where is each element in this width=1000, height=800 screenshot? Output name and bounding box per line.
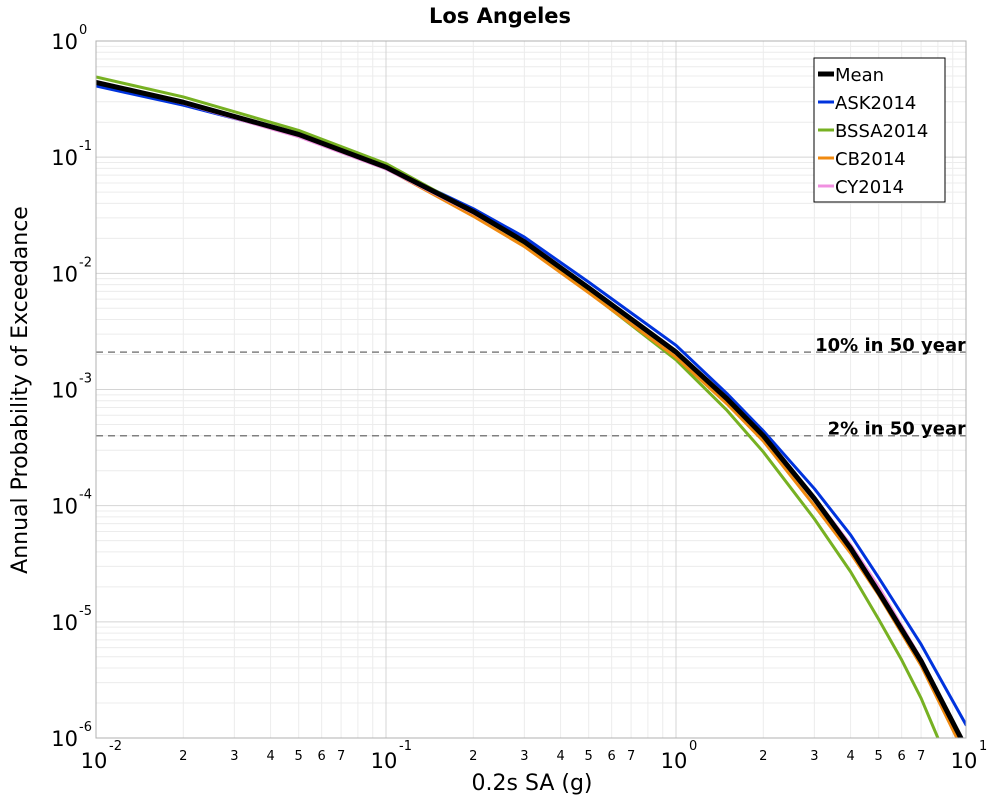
y-tick-exponent: -3 [79,372,92,387]
legend-entry-cy2014: CY2014 [835,177,904,198]
x-minor-tick-label: 2 [469,749,477,764]
x-tick-exponent: -1 [399,739,412,754]
reference-lines: 10% in 50 year 2% in 50 year [96,335,966,440]
legend-entry-mean: Mean [835,65,884,86]
legend-entry-ask2014: ASK2014 [835,93,916,114]
y-tick-exponent: -6 [79,720,92,735]
x-minor-tick-label: 4 [846,749,854,764]
legend-entry-cb2014: CB2014 [835,149,906,170]
plot-frame [95,40,967,739]
x-minor-tick-label: 2 [759,749,767,764]
x-tick-label: 10 [81,749,108,773]
legend-box [813,57,946,203]
x-tick-label: 10 [661,749,688,773]
y-tick-exponent: -4 [79,488,92,503]
x-minor-tick-label: 2 [179,749,187,764]
x-minor-tick-label: 7 [337,749,345,764]
x-axis-label: 0.2s SA (g) [472,771,593,796]
x-minor-tick-label: 7 [917,749,925,764]
x-minor-tick-label: 6 [318,749,326,764]
y-tick-label: 10 [51,30,78,54]
x-minor-tick-label: 7 [627,749,635,764]
y-tick-label: 10 [51,146,78,170]
y-tick-label: 10 [51,379,78,403]
series-line-bssa2014 [96,75,940,738]
x-minor-tick-label: 3 [230,749,238,764]
y-tick-label: 10 [51,495,78,519]
x-tick-exponent: -2 [109,739,122,754]
x-minor-tick-label: 4 [266,749,274,764]
reference-line-label: 2% in 50 year [828,419,966,440]
x-minor-tick-label: 3 [810,749,818,764]
y-axis-label: Annual Probability of Exceedance [8,206,33,574]
legend: Mean ASK2014 BSSA2014 CB2014 CY2014 [813,57,946,203]
legend-entry-bssa2014: BSSA2014 [835,121,928,142]
x-minor-tick-label: 5 [295,749,303,764]
y-tick-exponent: -5 [79,604,92,619]
x-minor-tick-label: 6 [608,749,616,764]
x-minor-tick-label: 3 [520,749,528,764]
x-minor-tick-label: 5 [875,749,883,764]
series-lines [96,75,966,738]
series-line-mean [96,79,964,738]
x-minor-tick-label: 5 [585,749,593,764]
x-tick-exponent: 0 [689,739,697,754]
x-tick-label: 10 [371,749,398,773]
x-minor-tick-label: 4 [556,749,564,764]
y-tick-label: 10 [51,262,78,286]
y-tick-exponent: -1 [79,139,92,154]
reference-line-label: 10% in 50 year [815,335,966,356]
chart-title: Los Angeles [429,4,571,28]
y-tick-exponent: 0 [79,23,87,38]
x-tick-exponent: 1 [979,739,987,754]
x-tick-label: 10 [951,749,978,773]
x-minor-tick-label: 6 [898,749,906,764]
y-tick-label: 10 [51,727,78,751]
y-tick-label: 10 [51,611,78,635]
y-tick-exponent: -2 [79,255,92,270]
